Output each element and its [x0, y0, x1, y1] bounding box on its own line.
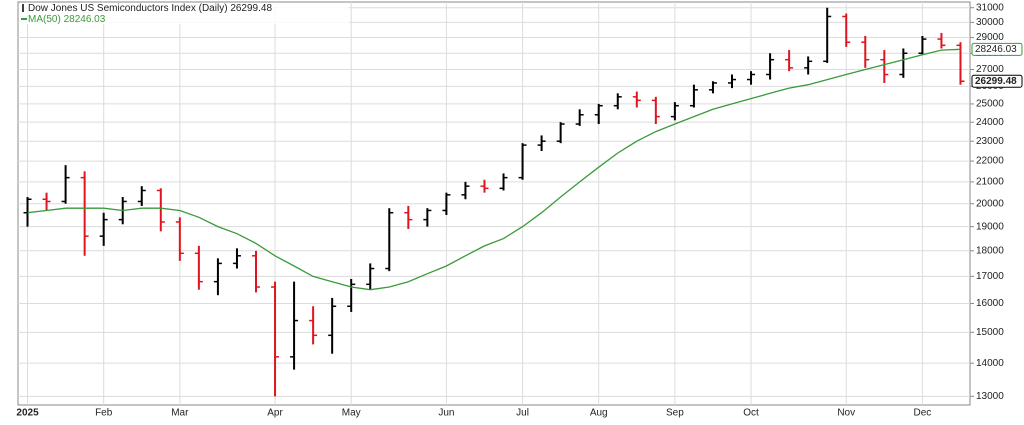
y-tick-label: 24000: [976, 117, 1004, 128]
legend-name: MA(50): [28, 14, 61, 25]
y-tick-label: 30000: [976, 17, 1004, 28]
x-tick-label: Feb: [95, 408, 113, 419]
x-tick-label: Jun: [438, 408, 454, 419]
legend-value: 26299.48: [230, 3, 272, 14]
legend-entry: Dow Jones US Semiconductors Index (Daily…: [28, 3, 272, 14]
y-tick-label: 31000: [976, 2, 1004, 13]
price-last-label: 26299.48: [975, 76, 1017, 87]
y-tick-label: 27000: [976, 64, 1004, 75]
legend-value: 28246.03: [64, 14, 106, 25]
y-tick-label: 14000: [976, 358, 1004, 369]
x-tick-label: Mar: [171, 408, 189, 419]
y-tick-label: 20000: [976, 198, 1004, 209]
y-tick-label: 22000: [976, 156, 1004, 167]
x-tick-label: May: [342, 408, 361, 419]
ma-last-label: 28246.03: [975, 44, 1017, 55]
y-tick-label: 25000: [976, 99, 1004, 110]
x-tick-label: Oct: [743, 408, 759, 419]
y-tick-label: 13000: [976, 391, 1004, 402]
y-tick-label: 23000: [976, 136, 1004, 147]
y-tick-label: 18000: [976, 245, 1004, 256]
y-tick-label: 19000: [976, 221, 1004, 232]
price-last-box: [971, 74, 1023, 88]
y-tick-label: 16000: [976, 298, 1004, 309]
y-tick-label: 17000: [976, 271, 1004, 282]
y-tick-label: 21000: [976, 177, 1004, 188]
y-tick-label: 29000: [976, 32, 1004, 43]
legend-name: Dow Jones US Semiconductors Index (Daily…: [28, 3, 228, 14]
x-tick-label: Nov: [837, 408, 855, 419]
ma-line: [27, 48, 961, 291]
x-tick-label: Apr: [267, 408, 283, 419]
legend-entry: MA(50) 28246.03: [28, 14, 106, 25]
x-tick-label: 2025: [16, 408, 39, 419]
x-tick-label: Aug: [590, 408, 608, 419]
y-tick-label: 15000: [976, 327, 1004, 338]
x-tick-label: Jul: [516, 408, 529, 419]
ma-last-box: [971, 42, 1023, 56]
x-tick-label: Dec: [914, 408, 932, 419]
legend-bg: [19, 3, 349, 24]
x-tick-label: Sep: [666, 408, 684, 419]
